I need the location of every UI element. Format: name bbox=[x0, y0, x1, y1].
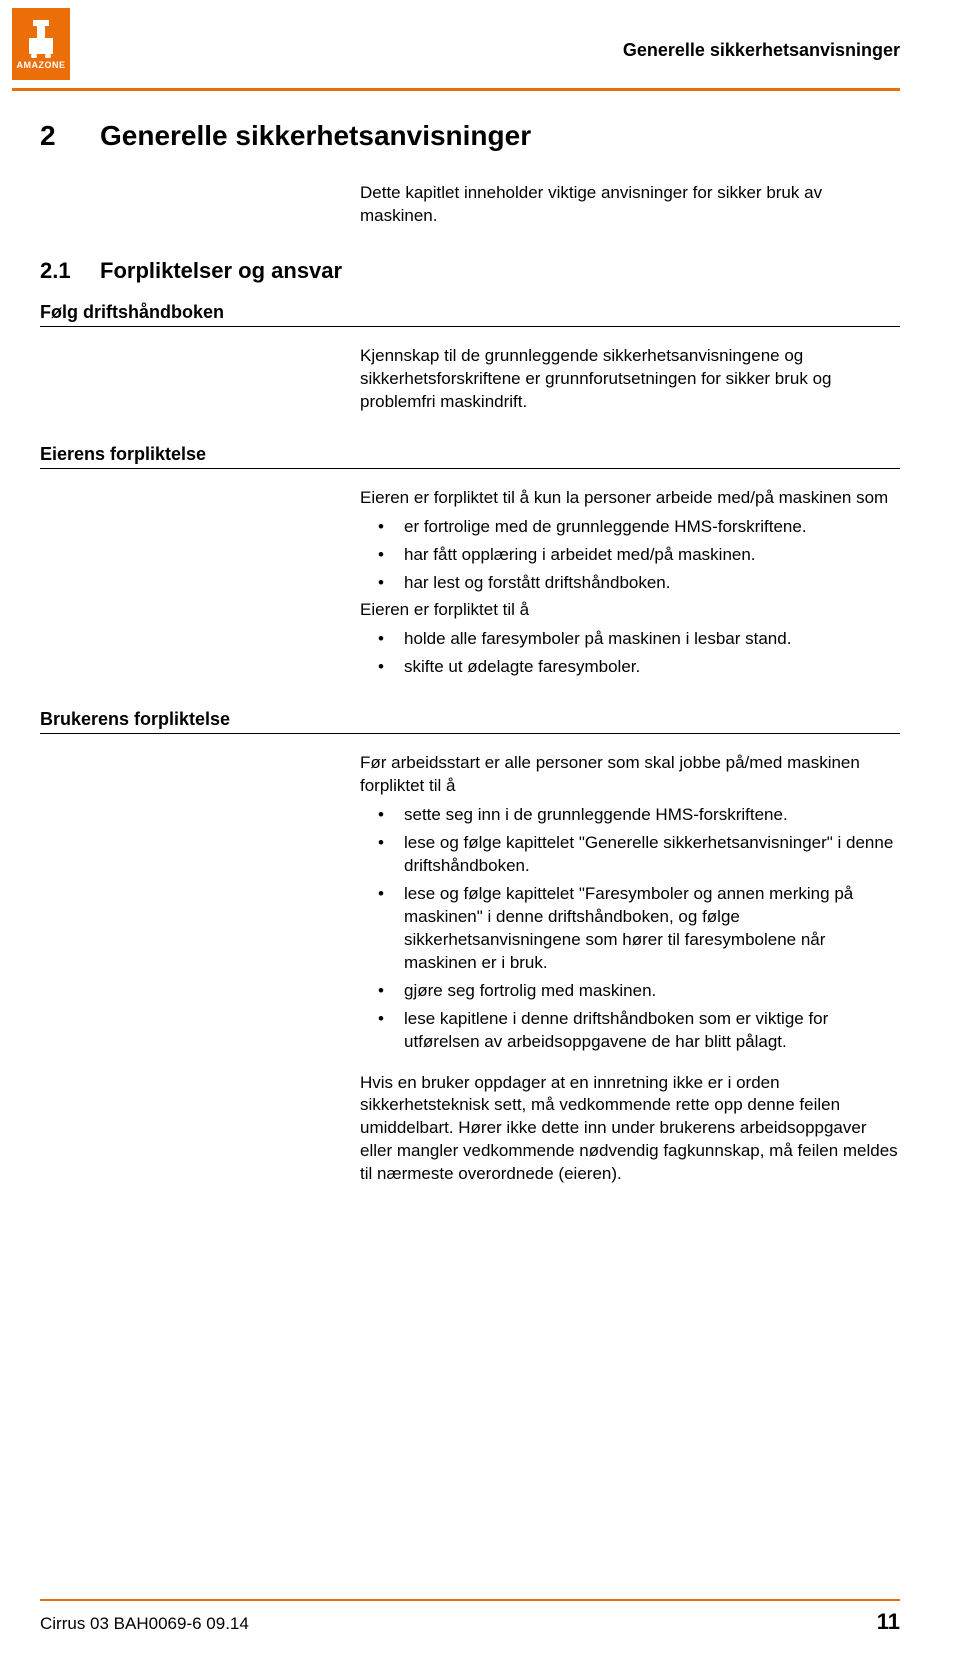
para: Kjennskap til de grunnleggende sikkerhet… bbox=[360, 345, 900, 414]
chapter-intro: Dette kapitlet inneholder viktige anvisn… bbox=[360, 182, 900, 228]
block-user-obligation: Før arbeidsstart er alle personer som sk… bbox=[360, 752, 900, 1186]
running-header: Generelle sikkerhetsanvisninger bbox=[623, 40, 900, 61]
chapter-heading: 2 Generelle sikkerhetsanvisninger bbox=[40, 120, 900, 152]
section-title: Forpliktelser og ansvar bbox=[100, 258, 342, 284]
closing-para: Hvis en bruker oppdager at en innretning… bbox=[360, 1072, 900, 1187]
block-owner-obligation: Eieren er forpliktet til å kun la person… bbox=[360, 487, 900, 680]
list-item: har lest og forstått driftshåndboken. bbox=[360, 572, 900, 595]
brand-logo: AMAZONE bbox=[12, 8, 70, 80]
list-item: lese kapitlene i denne driftshåndboken s… bbox=[360, 1008, 900, 1054]
brand-name: AMAZONE bbox=[17, 60, 66, 70]
list-item: har fått opplæring i arbeidet med/på mas… bbox=[360, 544, 900, 567]
bullet-list: sette seg inn i de grunnleggende HMS-for… bbox=[360, 804, 900, 1053]
lead-text: Eieren er forpliktet til å bbox=[360, 599, 900, 622]
logo-glyph bbox=[23, 18, 59, 58]
subheading-owner-obligation: Eierens forpliktelse bbox=[40, 444, 900, 469]
list-item: lese og følge kapittelet "Faresymboler o… bbox=[360, 883, 900, 975]
bullet-list: holde alle faresymboler på maskinen i le… bbox=[360, 628, 900, 679]
chapter-title: Generelle sikkerhetsanvisninger bbox=[100, 120, 531, 152]
section-heading: 2.1 Forpliktelser og ansvar bbox=[40, 258, 900, 284]
subheading-user-obligation: Brukerens forpliktelse bbox=[40, 709, 900, 734]
page-number: 11 bbox=[877, 1609, 900, 1635]
doc-reference: Cirrus 03 BAH0069-6 09.14 bbox=[40, 1614, 249, 1634]
header-divider bbox=[12, 88, 900, 91]
block-follow-manual: Kjennskap til de grunnleggende sikkerhet… bbox=[360, 345, 900, 414]
lead-text: Eieren er forpliktet til å kun la person… bbox=[360, 487, 900, 510]
lead-text: Før arbeidsstart er alle personer som sk… bbox=[360, 752, 900, 798]
section-number: 2.1 bbox=[40, 258, 100, 284]
list-item: sette seg inn i de grunnleggende HMS-for… bbox=[360, 804, 900, 827]
page-content: 2 Generelle sikkerhetsanvisninger Dette … bbox=[40, 120, 900, 1216]
list-item: lese og følge kapittelet "Generelle sikk… bbox=[360, 832, 900, 878]
list-item: holde alle faresymboler på maskinen i le… bbox=[360, 628, 900, 651]
chapter-number: 2 bbox=[40, 120, 100, 152]
footer-divider bbox=[40, 1599, 900, 1601]
list-item: er fortrolige med de grunnleggende HMS-f… bbox=[360, 516, 900, 539]
subheading-follow-manual: Følg driftshåndboken bbox=[40, 302, 900, 327]
list-item: skifte ut ødelagte faresymboler. bbox=[360, 656, 900, 679]
bullet-list: er fortrolige med de grunnleggende HMS-f… bbox=[360, 516, 900, 595]
page-footer: Cirrus 03 BAH0069-6 09.14 11 bbox=[40, 1599, 900, 1635]
list-item: gjøre seg fortrolig med maskinen. bbox=[360, 980, 900, 1003]
